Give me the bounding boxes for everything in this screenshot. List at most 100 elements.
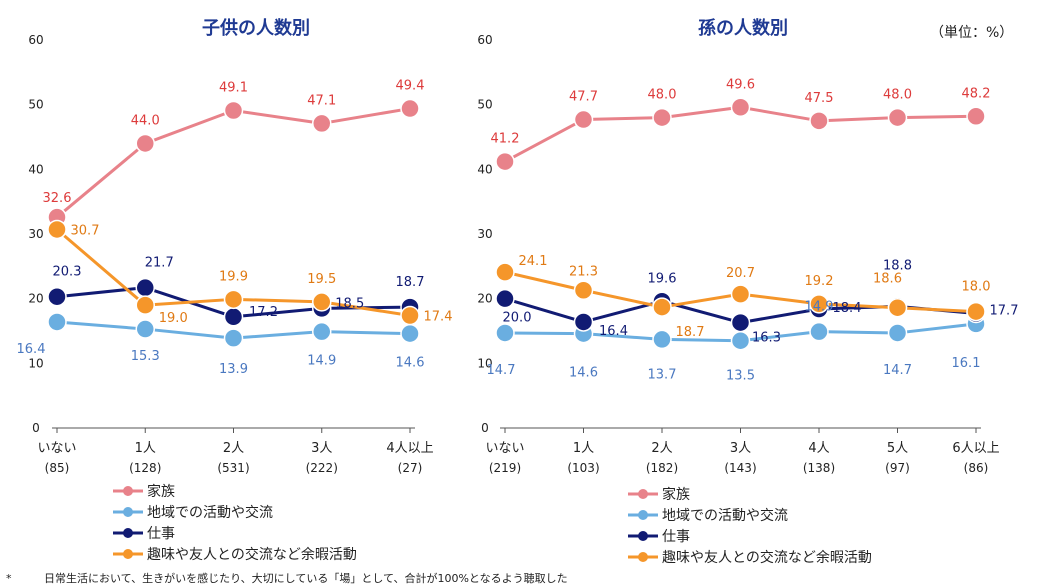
data-point xyxy=(312,113,332,134)
x-tick-label: 5人 xyxy=(887,441,908,456)
legend-label: 家族 xyxy=(147,483,175,500)
data-point xyxy=(223,307,244,327)
legend-label: 仕事 xyxy=(662,529,690,545)
data-point xyxy=(809,111,829,131)
x-tick-label: 2人 xyxy=(223,441,244,456)
data-label: 16.1 xyxy=(952,356,981,371)
data-label: 18.8 xyxy=(883,258,912,273)
legend-marker xyxy=(123,486,133,496)
data-label: 17.2 xyxy=(249,305,278,320)
legend-label: 家族 xyxy=(662,486,690,503)
data-label: 24.1 xyxy=(519,254,548,269)
y-tick-label: 20 xyxy=(477,292,492,306)
y-tick-label: 50 xyxy=(477,98,492,112)
data-label: 41.2 xyxy=(491,132,520,147)
data-label: 13.7 xyxy=(648,367,677,382)
data-point xyxy=(730,284,751,304)
data-point xyxy=(312,292,332,312)
x-count-label: (531) xyxy=(217,461,249,475)
data-point xyxy=(966,106,986,127)
data-label: 49.4 xyxy=(396,79,425,94)
data-point xyxy=(47,286,67,307)
data-label: 18.0 xyxy=(962,280,991,295)
x-tick-label: 3人 xyxy=(730,441,751,456)
data-label: 14.9 xyxy=(805,300,834,315)
chart-title: 子供の人数別 xyxy=(202,17,310,39)
data-point xyxy=(312,321,332,342)
data-label: 49.1 xyxy=(219,80,248,95)
legend-marker xyxy=(638,531,648,541)
data-point xyxy=(47,312,67,332)
data-label: 20.7 xyxy=(726,266,755,281)
data-label: 16.3 xyxy=(752,331,781,346)
data-label: 14.7 xyxy=(487,363,516,378)
x-count-label: (219) xyxy=(489,461,521,475)
data-label: 48.0 xyxy=(883,88,912,103)
data-point xyxy=(887,107,908,128)
data-point xyxy=(730,312,751,333)
x-count-label: (97) xyxy=(885,461,910,475)
data-point xyxy=(495,151,515,172)
data-label: 14.9 xyxy=(307,354,336,369)
y-tick-label: 40 xyxy=(477,162,492,176)
data-point xyxy=(135,133,155,154)
data-label: 48.2 xyxy=(962,86,991,101)
y-tick-label: 40 xyxy=(28,162,43,176)
footnote-mark: * xyxy=(6,572,12,585)
data-point xyxy=(652,107,672,128)
x-count-label: (27) xyxy=(398,461,423,475)
data-point xyxy=(809,294,829,314)
legend-label: 仕事 xyxy=(147,526,175,542)
data-label: 18.7 xyxy=(396,275,425,290)
data-label: 18.4 xyxy=(833,301,862,316)
x-tick-label: 1人 xyxy=(573,441,594,456)
data-label: 19.6 xyxy=(648,271,677,286)
data-label: 16.4 xyxy=(17,342,46,357)
data-point xyxy=(495,262,515,282)
x-count-label: (182) xyxy=(646,461,678,475)
y-tick-label: 60 xyxy=(28,33,43,47)
legend-label: 趣味や友人との交流など余暇活動 xyxy=(662,549,872,566)
y-tick-label: 60 xyxy=(477,33,492,47)
data-point xyxy=(652,329,672,350)
chart-title: 孫の人数別 xyxy=(698,17,788,39)
legend-marker xyxy=(123,507,133,517)
x-count-label: (86) xyxy=(964,461,989,475)
x-tick-label: いない xyxy=(485,441,524,456)
y-tick-label: 50 xyxy=(28,98,43,112)
data-label: 32.6 xyxy=(43,191,72,206)
data-point xyxy=(135,277,155,298)
x-tick-label: 4人 xyxy=(808,441,829,456)
data-label: 13.5 xyxy=(726,369,755,384)
data-label: 47.1 xyxy=(307,93,336,108)
footnote: * 日常生活において、生きがいを感じたり、大切にしている「場」として、合計が100… xyxy=(6,570,568,586)
data-point xyxy=(47,219,67,240)
data-point xyxy=(573,312,594,332)
data-label: 17.7 xyxy=(990,304,1019,319)
data-label: 21.3 xyxy=(569,264,598,279)
data-label: 15.3 xyxy=(131,349,160,364)
x-tick-label: 6人以上 xyxy=(952,441,999,456)
data-point xyxy=(135,319,155,339)
data-label: 49.6 xyxy=(726,77,755,92)
data-point xyxy=(966,301,986,322)
data-label: 18.7 xyxy=(676,325,705,340)
legend-marker xyxy=(638,552,648,562)
x-count-label: (138) xyxy=(803,461,835,475)
data-label: 44.0 xyxy=(131,113,160,128)
x-count-label: (85) xyxy=(45,461,70,475)
data-label: 19.5 xyxy=(307,272,336,287)
footnote-text: 日常生活において、生きがいを感じたり、大切にしている「場」として、合計が100%… xyxy=(44,572,568,585)
data-point xyxy=(573,109,594,130)
series-line-0 xyxy=(56,107,411,219)
y-tick-label: 30 xyxy=(477,227,492,241)
y-tick-label: 30 xyxy=(28,227,43,241)
data-label: 14.6 xyxy=(569,366,598,381)
data-point xyxy=(809,321,829,342)
x-tick-label: 4人以上 xyxy=(386,441,433,456)
data-label: 14.7 xyxy=(883,363,912,378)
data-label: 21.7 xyxy=(145,256,174,271)
data-point xyxy=(730,330,751,351)
x-tick-label: 1人 xyxy=(135,441,156,456)
